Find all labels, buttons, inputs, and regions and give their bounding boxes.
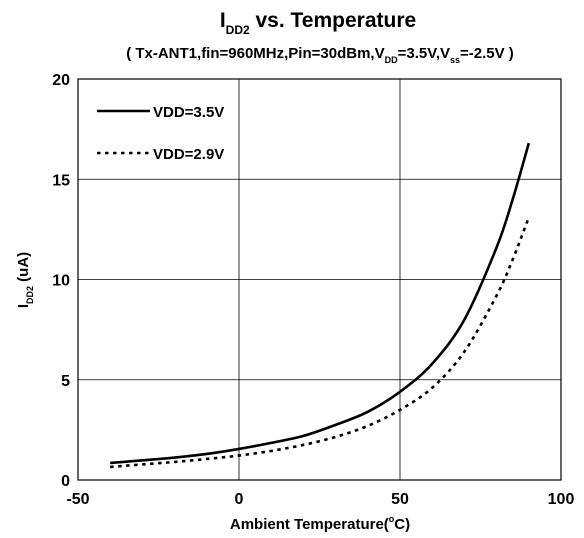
chart-title-rest: vs. Temperature: [250, 9, 417, 32]
x-tick-label: 0: [235, 491, 244, 508]
chart-subtitle: ( Tx-ANT1,fin=960MHz,Pin=30dBm,VDD=3.5V,…: [126, 45, 514, 65]
chart-title-sub: DD2: [226, 23, 250, 37]
x-axis-title: Ambient Temperature(oC): [230, 514, 410, 533]
y-tick-label: 10: [52, 273, 70, 290]
subtitle-part1: ( Tx-ANT1,fin=960MHz,Pin=30dBm,V: [126, 45, 384, 62]
xlabel-part1: Ambient Temperature(: [230, 516, 389, 533]
subtitle-part3: =-2.5V ): [460, 45, 514, 62]
subtitle-sub2: ss: [450, 55, 460, 65]
legend-label-vdd29: VDD=2.9V: [153, 146, 224, 163]
series-line-vdd29: [110, 216, 531, 469]
y-tick-label: 15: [52, 172, 70, 189]
y-tick-label: 20: [52, 72, 70, 89]
series-group: [110, 142, 531, 469]
ylabel-sub: DD2: [25, 286, 35, 304]
xlabel-sup: o: [389, 514, 395, 524]
x-tick-label: 100: [548, 491, 575, 508]
legend: VDD=3.5V VDD=2.9V: [97, 104, 224, 163]
xlabel-part2: C): [394, 516, 410, 533]
x-tick-label: 50: [391, 491, 409, 508]
ylabel-rest: (uA): [15, 252, 32, 286]
y-axis-title: IDD2 (uA): [15, 252, 35, 308]
y-tick-label: 5: [61, 373, 70, 390]
subtitle-sub1: DD: [385, 55, 398, 65]
chart-title-main: I: [220, 9, 226, 32]
legend-label-vdd35: VDD=3.5V: [153, 104, 224, 121]
ylabel-main: I: [15, 304, 32, 308]
series-line-vdd35: [110, 142, 531, 465]
chart-title: IDD2 vs. Temperature: [220, 9, 416, 37]
x-tick-label: -50: [66, 491, 89, 508]
subtitle-part2: =3.5V,V: [398, 45, 450, 62]
grid: [78, 79, 561, 480]
y-tick-label: 0: [61, 473, 70, 490]
